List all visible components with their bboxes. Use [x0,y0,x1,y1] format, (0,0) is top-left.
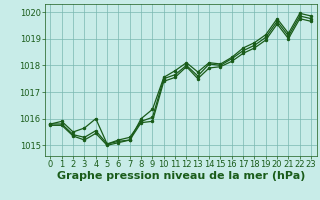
X-axis label: Graphe pression niveau de la mer (hPa): Graphe pression niveau de la mer (hPa) [57,171,305,181]
